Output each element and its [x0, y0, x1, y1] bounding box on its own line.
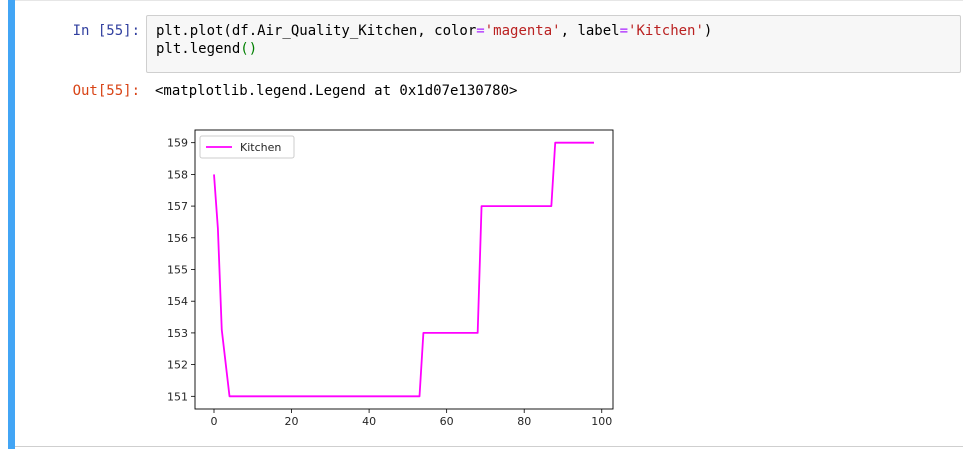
x-tick-label: 100 [591, 415, 612, 425]
y-tick-label: 156 [167, 232, 188, 245]
x-tick-label: 60 [440, 415, 454, 425]
y-tick-label: 152 [167, 359, 188, 372]
x-tick-label: 20 [285, 415, 299, 425]
legend-label: Kitchen [240, 141, 281, 154]
axes-frame [194, 129, 614, 410]
y-tick-label: 153 [167, 327, 188, 340]
code-text[interactable]: plt.plot(df.Air_Quality_Kitchen, color='… [156, 22, 712, 58]
y-tick-label: 159 [167, 137, 188, 150]
code-line-1: plt.plot(df.Air_Quality_Kitchen, color='… [156, 23, 713, 39]
line-chart: 151 152 153 154 155 156 157 158 159 0 20 40 60 80 100… [167, 129, 614, 425]
y-tick-label: 158 [167, 168, 188, 181]
y-axis: 151 152 153 154 155 156 157 158 159 [167, 137, 195, 403]
code-line-2: plt.legend() [156, 41, 258, 57]
y-tick-label: 154 [167, 295, 188, 308]
series-line-kitchen [213, 141, 594, 398]
y-tick-label: 155 [167, 264, 188, 277]
legend: Kitchen [199, 135, 295, 159]
y-tick-label: 151 [167, 390, 188, 403]
x-tick-label: 0 [211, 415, 218, 425]
legend-box [199, 135, 295, 159]
cell-top-border [15, 0, 963, 1]
x-tick-label: 80 [517, 415, 531, 425]
y-tick-label: 157 [167, 200, 188, 213]
cell-bottom-border [15, 446, 963, 447]
output-text: <matplotlib.legend.Legend at 0x1d07e1307… [155, 83, 518, 99]
x-axis: 0 20 40 60 80 100 [211, 409, 612, 425]
output-prompt: Out[55]: [72, 83, 140, 99]
code-input-area[interactable]: plt.plot(df.Air_Quality_Kitchen, color='… [146, 15, 961, 73]
input-prompt: In [55]: [72, 23, 140, 39]
x-tick-label: 40 [362, 415, 376, 425]
cell-selection-bar [8, 0, 15, 449]
